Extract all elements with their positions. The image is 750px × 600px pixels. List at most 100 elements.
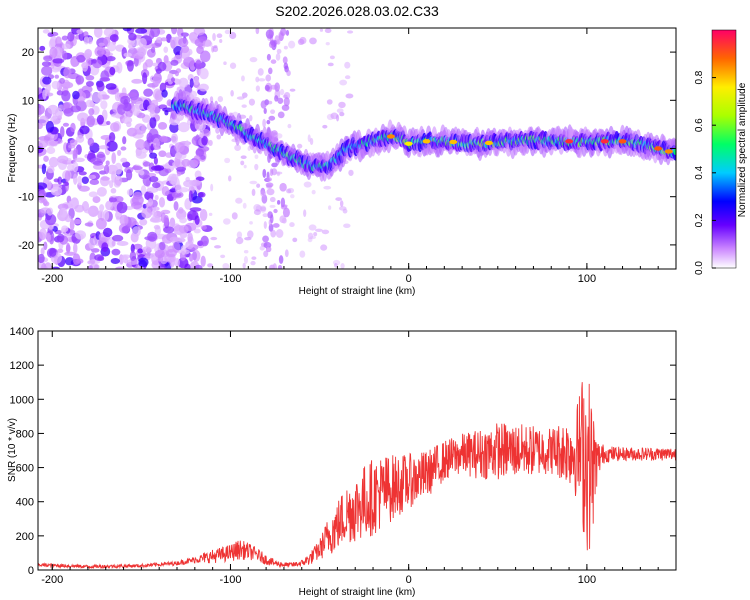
spectrogram-noise-blob xyxy=(234,144,242,151)
spectrogram-noise-blob xyxy=(64,257,75,266)
spectrogram-noise-blob xyxy=(170,77,176,83)
spectrogram-noise-blob xyxy=(42,76,52,85)
spectrogram-noise-blob xyxy=(95,218,107,230)
spectrogram-noise-blob xyxy=(61,43,71,50)
spectrogram-noise-blob xyxy=(339,79,348,86)
spectrogram-noise-blob xyxy=(290,194,295,199)
spectrogram-noise-blob xyxy=(278,255,284,264)
spectrogram-noise-blob xyxy=(157,121,168,130)
spectrogram-noise-blob xyxy=(161,234,173,244)
spectrogram-noise-blob xyxy=(59,126,65,138)
spectrogram-y-tick-label: -20 xyxy=(18,240,34,252)
spectrogram-noise-blob xyxy=(283,45,288,50)
spectrogram-noise-blob xyxy=(135,139,146,150)
spectrogram-noise-blob xyxy=(158,263,166,269)
spectrogram-blobs xyxy=(38,28,676,269)
spectrogram-noise-blob xyxy=(309,37,317,45)
spectrogram-noise-blob xyxy=(43,241,48,251)
spectrogram-noise-blob xyxy=(195,59,202,70)
spectrogram-noise-blob xyxy=(243,164,247,169)
spectrogram-noise-blob xyxy=(200,235,209,247)
spectrogram-noise-blob xyxy=(64,170,71,182)
spectrogram-noise-blob xyxy=(170,59,179,66)
snr-y-tick-label: 1400 xyxy=(10,326,34,338)
spectrogram-noise-blob xyxy=(277,111,285,119)
spectrogram-noise-blob xyxy=(235,236,244,245)
spectrogram-noise-blob xyxy=(338,206,347,211)
spectrogram-noise-blob xyxy=(40,195,46,203)
spectrogram-noise-blob xyxy=(83,208,96,214)
spectrogram-noise-blob xyxy=(74,157,85,163)
spectrogram-noise-blob xyxy=(72,161,79,173)
spectrogram-noise-blob xyxy=(146,187,159,194)
spectrogram-noise-blob xyxy=(57,176,63,185)
spectrogram-noise-blob xyxy=(174,237,186,243)
spectrogram-noise-blob xyxy=(93,28,103,38)
spectrogram-noise-blob xyxy=(134,123,146,135)
spectrogram-noise-blob xyxy=(249,180,258,185)
spectrogram-noise-blob xyxy=(328,205,332,210)
spectrogram-peak-blob xyxy=(422,139,431,144)
spectrogram-noise-blob xyxy=(130,243,135,254)
spectrogram-noise-blob xyxy=(131,165,143,171)
spectrogram-noise-blob xyxy=(251,256,257,260)
spectrogram-noise-blob xyxy=(129,251,137,262)
spectrogram-noise-blob xyxy=(61,90,71,102)
spectrogram-noise-blob xyxy=(70,122,76,133)
spectrogram-noise-blob xyxy=(61,50,68,61)
spectrogram-noise-blob xyxy=(94,46,105,57)
spectrogram-noise-blob xyxy=(154,194,159,201)
spectrogram-noise-blob xyxy=(286,69,291,77)
spectrogram-noise-blob xyxy=(52,226,58,232)
spectrogram-noise-blob xyxy=(151,211,157,217)
spectrogram-noise-blob xyxy=(144,236,156,241)
spectrogram-noise-blob xyxy=(110,188,117,194)
spectrogram-noise-blob xyxy=(289,222,295,228)
spectrogram-noise-blob xyxy=(292,237,298,243)
spectrogram-noise-blob xyxy=(147,198,154,207)
spectrogram-noise-blob xyxy=(70,105,81,113)
spectrogram-noise-blob xyxy=(153,156,158,165)
spectrogram-noise-blob xyxy=(176,171,182,177)
spectrogram-noise-blob xyxy=(249,57,258,63)
spectrogram-noise-blob xyxy=(92,58,97,64)
spectrogram-noise-blob xyxy=(150,215,160,223)
spectrogram-noise-blob xyxy=(76,54,86,63)
spectrogram-noise-blob xyxy=(121,226,129,234)
spectrogram-noise-blob xyxy=(174,142,185,153)
spectrogram-noise-blob xyxy=(338,101,346,109)
spectrogram-noise-blob xyxy=(265,182,274,188)
spectrogram-noise-blob xyxy=(39,45,46,51)
spectrogram-noise-blob xyxy=(198,36,207,42)
spectrogram-noise-blob xyxy=(183,179,195,188)
spectrogram-noise-blob xyxy=(223,61,227,66)
spectrogram-noise-blob xyxy=(90,248,100,253)
spectrogram-noise-blob xyxy=(128,42,135,50)
spectrogram-noise-blob xyxy=(86,115,95,128)
spectrogram-noise-blob xyxy=(149,116,157,129)
spectrogram-noise-blob xyxy=(91,92,103,103)
spectrogram-noise-blob xyxy=(135,28,148,34)
spectrogram-noise-blob xyxy=(236,231,243,239)
spectrogram-noise-blob xyxy=(122,161,131,168)
spectrogram-noise-blob xyxy=(241,92,248,98)
spectrogram-noise-blob xyxy=(177,257,189,269)
spectrogram-noise-blob xyxy=(284,249,289,258)
spectrogram-noise-blob xyxy=(78,171,87,176)
spectrogram-noise-blob xyxy=(114,175,123,186)
spectrogram-noise-blob xyxy=(315,228,323,233)
spectrogram-noise-blob xyxy=(329,55,335,60)
spectrogram-noise-blob xyxy=(240,160,245,166)
spectrogram-noise-blob xyxy=(266,53,271,61)
spectrogram-noise-blob xyxy=(115,266,126,269)
spectrogram-noise-blob xyxy=(49,248,57,257)
snr-frame xyxy=(37,330,677,571)
spectrogram-noise-blob xyxy=(330,112,339,120)
spectrogram-noise-blob xyxy=(99,204,105,212)
colorbar-tick-label: 0.2 xyxy=(694,213,705,227)
spectrogram-noise-blob xyxy=(70,58,78,68)
spectrogram-noise-blob xyxy=(299,250,306,258)
spectrogram-noise-blob xyxy=(117,104,126,115)
spectrogram-noise-blob xyxy=(38,139,49,149)
spectrogram-noise-blob xyxy=(96,81,105,92)
